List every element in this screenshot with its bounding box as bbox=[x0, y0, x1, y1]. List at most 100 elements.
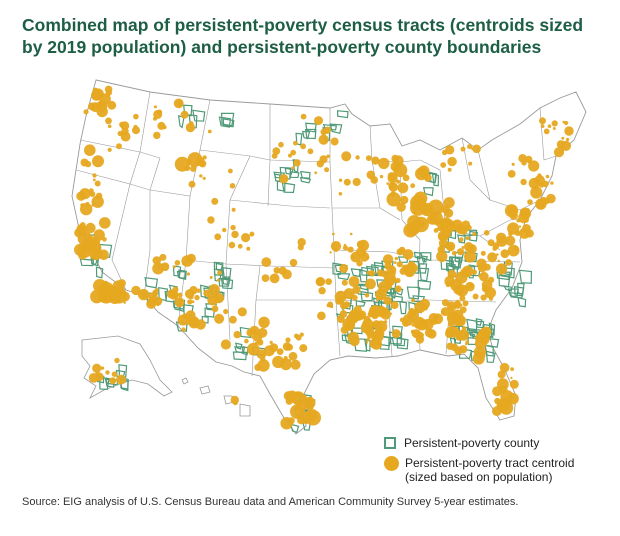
county-boundary bbox=[341, 334, 351, 342]
tract-centroid bbox=[509, 211, 518, 220]
county-swatch-icon bbox=[384, 437, 396, 449]
tract-centroid bbox=[511, 162, 515, 166]
county-boundary bbox=[502, 285, 513, 292]
tract-centroid bbox=[365, 155, 372, 162]
tract-centroid bbox=[446, 301, 457, 311]
county-boundary bbox=[396, 337, 409, 350]
county-boundary bbox=[79, 258, 95, 267]
tract-centroid bbox=[318, 134, 329, 145]
tract-centroid bbox=[291, 263, 294, 266]
tract-centroid bbox=[524, 218, 529, 223]
tract-centroid bbox=[436, 250, 448, 263]
county-boundary bbox=[440, 259, 454, 271]
tract-centroid bbox=[519, 208, 531, 219]
tract-centroid bbox=[338, 192, 343, 196]
tract-centroid bbox=[228, 241, 236, 249]
tract-centroid bbox=[105, 370, 110, 375]
tract-centroid bbox=[330, 241, 342, 252]
tract-centroid bbox=[355, 155, 360, 160]
tract-centroid bbox=[223, 308, 229, 315]
tract-centroid bbox=[140, 290, 149, 299]
tract-centroid bbox=[92, 237, 101, 247]
county-boundary bbox=[222, 267, 232, 281]
tract-centroid bbox=[396, 202, 406, 212]
tract-centroid bbox=[186, 272, 190, 276]
persistent-poverty-tract-centroids bbox=[74, 85, 574, 430]
tract-centroid bbox=[336, 315, 345, 323]
tract-centroid bbox=[329, 251, 332, 254]
county-boundary bbox=[220, 112, 235, 127]
tract-centroid bbox=[95, 371, 100, 376]
tract-centroid bbox=[187, 152, 203, 167]
tract-centroid bbox=[454, 301, 462, 309]
tract-centroid bbox=[202, 176, 206, 180]
tract-centroid bbox=[483, 263, 491, 271]
tract-centroid bbox=[194, 294, 200, 301]
county-boundary bbox=[192, 109, 206, 122]
tract-centroid bbox=[196, 288, 201, 293]
county-boundary bbox=[358, 283, 369, 291]
tract-centroid bbox=[379, 174, 384, 179]
tract-centroid bbox=[339, 263, 349, 273]
tract-centroid bbox=[556, 140, 566, 149]
county-boundary bbox=[448, 256, 463, 269]
tract-centroid bbox=[272, 147, 281, 156]
tract-centroid bbox=[174, 260, 181, 266]
tract-centroid bbox=[438, 238, 448, 248]
tract-centroid bbox=[257, 339, 264, 346]
tract-centroid bbox=[467, 144, 473, 150]
county-boundary bbox=[158, 287, 169, 302]
tract-centroid bbox=[283, 356, 288, 360]
county-boundary bbox=[418, 263, 428, 274]
tract-centroid bbox=[123, 301, 126, 304]
tract-centroid bbox=[325, 278, 332, 285]
county-boundary bbox=[172, 265, 182, 277]
tract-centroid bbox=[343, 301, 351, 308]
tract-centroid bbox=[105, 117, 112, 125]
tract-centroid bbox=[402, 249, 414, 260]
tract-centroid bbox=[553, 147, 565, 158]
tract-centroid bbox=[502, 254, 506, 258]
county-boundary bbox=[299, 176, 312, 184]
tract-centroid bbox=[120, 291, 130, 302]
tract-centroid bbox=[364, 292, 370, 298]
tract-centroid bbox=[351, 294, 358, 301]
tract-centroid bbox=[109, 377, 117, 385]
tract-centroid bbox=[286, 343, 293, 351]
county-boundary bbox=[518, 269, 533, 284]
tract-centroid bbox=[187, 299, 193, 305]
tract-centroid bbox=[464, 242, 474, 252]
tract-centroid bbox=[220, 339, 231, 350]
tract-centroid bbox=[487, 239, 495, 247]
tract-centroid bbox=[211, 197, 219, 205]
tract-centroid bbox=[507, 170, 516, 178]
tract-centroid bbox=[389, 270, 396, 277]
tract-centroid bbox=[343, 243, 347, 247]
tract-centroid bbox=[402, 174, 410, 182]
tract-centroid bbox=[447, 167, 452, 172]
tract-centroid bbox=[92, 173, 97, 178]
tract-centroid bbox=[229, 183, 236, 189]
tract-centroid bbox=[468, 283, 474, 289]
tract-centroid bbox=[269, 273, 280, 284]
tract-centroid bbox=[412, 210, 417, 215]
tract-centroid bbox=[290, 359, 301, 370]
legend-item-county: Persistent-poverty county bbox=[384, 436, 614, 450]
tract-centroid bbox=[397, 182, 409, 194]
tract-centroid bbox=[207, 129, 212, 134]
tract-centroid bbox=[100, 366, 105, 370]
tract-centroid bbox=[189, 286, 198, 295]
county-boundary bbox=[305, 122, 318, 133]
county-boundary bbox=[241, 346, 249, 356]
tract-centroid bbox=[510, 367, 514, 371]
county-boundary bbox=[422, 187, 434, 197]
tract-centroid bbox=[314, 171, 318, 175]
tract-centroid bbox=[411, 329, 421, 339]
county-boundary bbox=[204, 307, 216, 318]
tract-centroid bbox=[480, 250, 486, 256]
tract-centroid bbox=[365, 278, 376, 290]
tract-centroid bbox=[367, 311, 374, 318]
county-boundary bbox=[332, 262, 343, 276]
tract-centroid bbox=[464, 250, 477, 263]
